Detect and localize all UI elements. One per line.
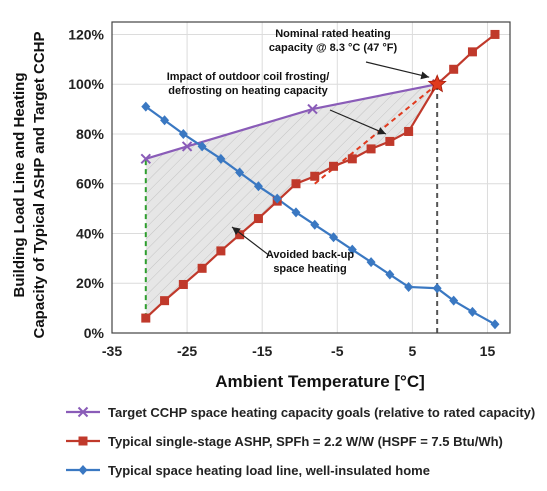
x-tick-label-1: -25: [177, 343, 197, 359]
series-1-point-12: [366, 144, 376, 154]
series-2-point-2: [178, 128, 188, 139]
annotation-rated-arrow: [365, 61, 430, 78]
annotation-rated-line-0: Nominal rated heating: [275, 28, 391, 40]
series-2-point-11: [347, 244, 357, 255]
series-1-point-16: [449, 64, 459, 74]
annotation-frost-arrow: [329, 109, 387, 135]
axes: 0% 20% 40% 60% 80% 100% 120% -35 -25 -15 -5 5 15: [68, 21, 511, 359]
series-1-point-1: [160, 296, 170, 306]
series-line-0: [145, 83, 438, 160]
series-1-point-14: [404, 126, 414, 136]
series-2-point-17: [467, 306, 477, 317]
series-2-point-16: [449, 295, 459, 306]
series-2-point-0: [141, 101, 151, 112]
series-1-point-18: [490, 29, 500, 39]
series-1-point-0: [141, 313, 151, 323]
series-2-point-5: [235, 167, 245, 178]
y-tick-label-2: 40%: [76, 225, 105, 241]
y-tick-label-0: 0%: [84, 325, 105, 341]
series-2-point-7: [272, 193, 282, 204]
legend-marker-1: [78, 436, 88, 446]
y-tick-label-5: 100%: [68, 76, 104, 92]
series-2-point-8: [291, 207, 301, 218]
series-1-point-10: [329, 161, 339, 171]
y-axis-title-line-2: Capacity of Typical ASHP and Target CCHP: [31, 31, 48, 338]
reference-lines: [144, 83, 439, 333]
series-1-point-11: [347, 154, 357, 164]
series-1-point-8: [291, 179, 301, 189]
series-1-point-9: [310, 171, 320, 181]
annotation-backup-line-0: Avoided back-up: [266, 249, 354, 261]
legend-marker-0-b: [77, 406, 89, 418]
series-0-point-1: [181, 141, 193, 152]
annotation-backup-arrowhead: [232, 227, 241, 236]
series-2-point-18: [490, 319, 500, 330]
series-2-point-13: [385, 269, 395, 280]
grid: [111, 22, 510, 334]
annotation-frost-arrowhead: [377, 127, 386, 135]
series-2-point-4: [216, 153, 226, 164]
series-0-point-2-b: [307, 103, 318, 115]
series-1-point-13: [385, 136, 395, 146]
series-1-point-6: [253, 214, 263, 224]
rated-point-star: [427, 74, 447, 93]
series-1-point-5: [235, 230, 245, 240]
y-tick-label-1: 20%: [76, 275, 105, 291]
series-1-point-3: [197, 263, 207, 273]
x-tick-label-4: 5: [408, 343, 416, 359]
x-tick-label-2: -15: [252, 343, 272, 359]
series-2-point-1: [160, 115, 170, 126]
series-1-point-17: [467, 47, 477, 57]
markers: [140, 29, 500, 330]
x-axis-title: Ambient Temperature [°C]: [215, 372, 425, 391]
legend-marker-2: [78, 465, 88, 475]
legend-label-1: Typical single-stage ASHP, SPFh = 2.2 W/…: [108, 434, 503, 449]
series-2-point-9: [310, 219, 320, 230]
annotation-frost-line-1: defrosting on heating capacity: [168, 85, 328, 97]
annotation-backup-line-1: space heating: [273, 263, 346, 275]
x-tick-label-5: 15: [480, 343, 496, 359]
x-tick-label-3: -5: [331, 343, 344, 359]
annotation-frost-line-0: Impact of outdoor coil frosting/: [167, 71, 330, 83]
series-0-point-0: [140, 153, 151, 165]
y-axis-title-line-1: Building Load Line and Heating: [11, 73, 28, 298]
y-tick-label-4: 80%: [76, 126, 105, 142]
annotations: Nominal rated heating capacity @ 8.3 °C (…: [167, 28, 430, 275]
y-tick-label-6: 120%: [68, 26, 104, 42]
series-0-point-0-b: [140, 153, 151, 165]
legend-label-2: Typical space heating load line, well-in…: [108, 463, 430, 478]
x-tick-label-0: -35: [102, 343, 122, 359]
series-2-point-14: [404, 281, 414, 292]
series-2-point-15: [432, 283, 442, 294]
legend-label-0: Target CCHP space heating capacity goals…: [108, 405, 535, 420]
series-0-point-2: [307, 103, 318, 115]
series-0-point-1-b: [181, 141, 193, 152]
series-2-point-12: [366, 257, 376, 268]
legend: Target CCHP space heating capacity goals…: [66, 405, 535, 478]
series-2-point-6: [253, 181, 263, 192]
series-1-point-2: [178, 279, 188, 289]
series-2-point-3: [197, 141, 207, 152]
series-2-point-10: [329, 232, 339, 243]
series-1-point-4: [216, 246, 226, 256]
plot-frame: [111, 21, 511, 334]
annotation-rated-arrowhead: [420, 71, 430, 80]
annotation-rated-line-1: capacity @ 8.3 °C (47 °F): [269, 42, 398, 54]
y-tick-label-3: 60%: [76, 176, 105, 192]
